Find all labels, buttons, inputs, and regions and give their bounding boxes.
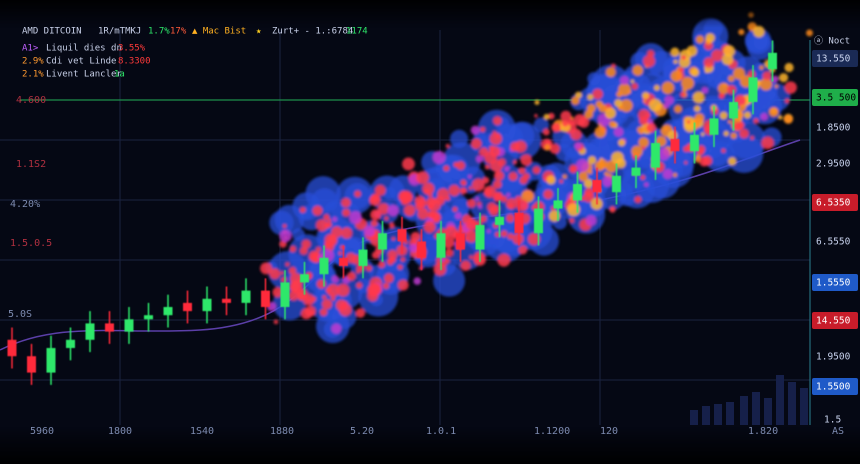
change: 17% <box>170 27 187 37</box>
price-badge <box>812 50 858 67</box>
corner: ⓐ Noct <box>814 36 850 47</box>
volume: 1174 <box>346 27 368 37</box>
x-axis-label: 5960 <box>30 426 54 437</box>
legend-value: 1a <box>114 70 125 80</box>
left-axis-label: 1.1S2 <box>16 159 46 170</box>
x-axis-label: 1800 <box>108 426 132 437</box>
right-axis-label: 1.5550 <box>816 278 851 289</box>
right-axis-label: 6.5350 <box>816 198 851 209</box>
interval: 1R/mTMKJ <box>98 27 141 37</box>
x-axis-label: 1S40 <box>190 426 214 437</box>
legend-name: Liquil dies dn <box>46 44 122 54</box>
x-axis-label: 1.0.1 <box>426 426 456 437</box>
legend-pct: 2.9% <box>22 57 44 67</box>
x-axis-label: 5.20 <box>350 426 374 437</box>
price-badge <box>812 274 858 291</box>
alert: ▲ Mac Bist <box>192 27 246 37</box>
right-axis-label: 1.5 <box>824 415 841 426</box>
price-badge <box>812 194 858 211</box>
price-badge <box>812 89 858 106</box>
x-axis-label: AS <box>832 426 844 437</box>
legend-pct: A1> <box>22 44 39 54</box>
right-axis-label: 6.5550 <box>816 237 851 248</box>
quote: Zurt+ - 1.:6784 <box>272 27 353 37</box>
legend-value: 8.3300 <box>118 57 151 67</box>
left-axis-label: 1.5.0.5 <box>10 238 52 249</box>
right-axis-label: 2.9500 <box>816 159 851 170</box>
left-axis-label: 4.20% <box>10 199 40 210</box>
x-axis-label: 1880 <box>270 426 294 437</box>
star: ★ <box>256 27 262 37</box>
x-axis-label: 120 <box>600 426 618 437</box>
right-axis-label: 3.5 500 <box>816 93 856 104</box>
left-axis-label: 5.0S <box>8 309 32 320</box>
right-axis-label: 1.8500 <box>816 123 851 134</box>
symbol: AMD DITCOIN <box>22 27 82 37</box>
x-axis-label: 1.1200 <box>534 426 570 437</box>
legend-name: Cdi vet Linde <box>46 57 116 67</box>
right-axis-label: 1.5500 <box>816 382 851 393</box>
right-axis-label: 1.9500 <box>816 352 851 363</box>
change: 1.7% <box>148 27 170 37</box>
right-axis-label: 13.550 <box>816 54 851 65</box>
legend-value: 3.55% <box>118 44 146 54</box>
price-badge <box>812 312 858 329</box>
legend-pct: 2.1% <box>22 70 44 80</box>
legend-name: Livent Lancler <box>46 70 122 80</box>
left-axis-label: 4.600 <box>16 95 46 106</box>
right-axis-label: 14.550 <box>816 316 851 327</box>
x-axis-label: 1.820 <box>748 426 778 437</box>
price-badge <box>812 378 858 395</box>
